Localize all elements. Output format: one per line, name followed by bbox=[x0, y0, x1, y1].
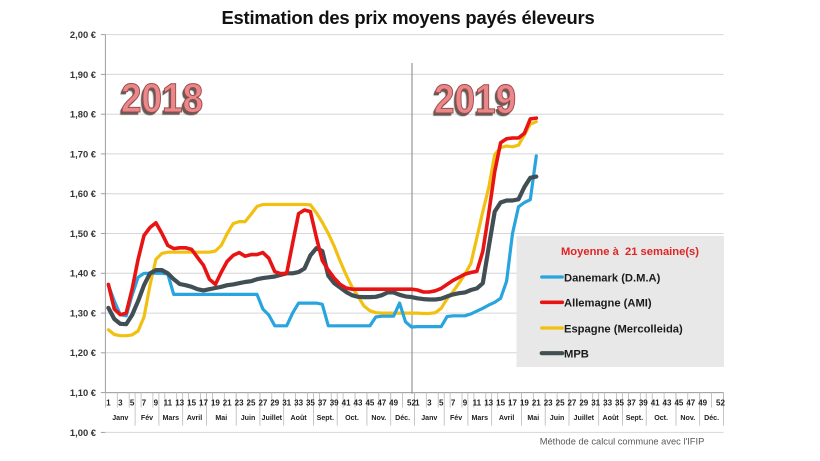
svg-text:27: 27 bbox=[258, 399, 267, 408]
svg-text:Juin: Juin bbox=[550, 414, 565, 422]
svg-text:25: 25 bbox=[556, 399, 565, 408]
svg-text:52: 52 bbox=[407, 399, 416, 408]
svg-text:Moyenne à 21 semaine(s): Moyenne à 21 semaine(s) bbox=[561, 246, 699, 258]
svg-text:1,00 €: 1,00 € bbox=[70, 427, 97, 438]
svg-text:1,40 €: 1,40 € bbox=[70, 268, 97, 279]
svg-text:1,30 €: 1,30 € bbox=[70, 308, 97, 319]
svg-text:Méthode de calcul commune avec: Méthode de calcul commune avec l'IFIP bbox=[540, 437, 705, 447]
svg-text:45: 45 bbox=[674, 399, 683, 408]
svg-text:1: 1 bbox=[415, 399, 420, 408]
svg-text:Mars: Mars bbox=[472, 414, 489, 422]
svg-text:37: 37 bbox=[318, 399, 327, 408]
svg-text:35: 35 bbox=[615, 399, 624, 408]
svg-text:Avril: Avril bbox=[499, 414, 515, 422]
svg-text:17: 17 bbox=[199, 399, 208, 408]
svg-text:11: 11 bbox=[473, 399, 482, 408]
svg-text:37: 37 bbox=[627, 399, 636, 408]
svg-text:Nov.: Nov. bbox=[680, 414, 695, 422]
svg-text:5: 5 bbox=[439, 399, 444, 408]
svg-text:Août: Août bbox=[603, 414, 620, 422]
svg-text:39: 39 bbox=[639, 399, 648, 408]
svg-text:1,80 €: 1,80 € bbox=[70, 109, 97, 120]
svg-text:31: 31 bbox=[591, 399, 600, 408]
svg-text:Juillet: Juillet bbox=[574, 414, 595, 422]
svg-text:33: 33 bbox=[294, 399, 303, 408]
svg-text:7: 7 bbox=[142, 399, 147, 408]
svg-text:Juillet: Juillet bbox=[262, 414, 283, 422]
svg-text:Mai: Mai bbox=[215, 414, 227, 422]
svg-text:33: 33 bbox=[603, 399, 612, 408]
svg-text:52: 52 bbox=[716, 399, 725, 408]
svg-text:1,10 €: 1,10 € bbox=[70, 387, 97, 398]
svg-text:27: 27 bbox=[567, 399, 576, 408]
svg-text:3: 3 bbox=[118, 399, 123, 408]
svg-text:49: 49 bbox=[389, 399, 398, 408]
svg-text:Oct.: Oct. bbox=[654, 414, 668, 422]
svg-text:1,90 €: 1,90 € bbox=[70, 69, 97, 80]
svg-text:7: 7 bbox=[451, 399, 456, 408]
svg-text:47: 47 bbox=[377, 399, 386, 408]
svg-text:1,70 €: 1,70 € bbox=[70, 148, 97, 159]
svg-text:15: 15 bbox=[187, 399, 196, 408]
svg-text:21: 21 bbox=[223, 399, 232, 408]
svg-text:41: 41 bbox=[651, 399, 660, 408]
svg-text:Sept.: Sept. bbox=[626, 414, 643, 422]
svg-text:19: 19 bbox=[211, 399, 220, 408]
svg-text:Fév: Fév bbox=[141, 414, 153, 422]
svg-text:Déc.: Déc. bbox=[395, 414, 410, 422]
svg-text:43: 43 bbox=[354, 399, 363, 408]
svg-text:Allemagne (AMI): Allemagne (AMI) bbox=[564, 298, 652, 310]
svg-text:25: 25 bbox=[247, 399, 256, 408]
svg-text:49: 49 bbox=[698, 399, 707, 408]
svg-text:1,60 €: 1,60 € bbox=[70, 188, 97, 199]
svg-text:31: 31 bbox=[282, 399, 291, 408]
svg-text:Mars: Mars bbox=[163, 414, 180, 422]
svg-text:Nov.: Nov. bbox=[371, 414, 386, 422]
svg-text:29: 29 bbox=[270, 399, 279, 408]
svg-text:29: 29 bbox=[579, 399, 588, 408]
svg-text:9: 9 bbox=[463, 399, 468, 408]
svg-text:23: 23 bbox=[544, 399, 553, 408]
svg-text:35: 35 bbox=[306, 399, 315, 408]
svg-text:Sept.: Sept. bbox=[317, 414, 334, 422]
svg-text:47: 47 bbox=[686, 399, 695, 408]
svg-text:23: 23 bbox=[235, 399, 244, 408]
svg-text:Août: Août bbox=[291, 414, 308, 422]
svg-text:1,50 €: 1,50 € bbox=[70, 228, 97, 239]
svg-text:Janv: Janv bbox=[112, 414, 128, 422]
svg-text:1,20 €: 1,20 € bbox=[70, 347, 97, 358]
svg-text:Avril: Avril bbox=[187, 414, 203, 422]
svg-text:41: 41 bbox=[342, 399, 351, 408]
svg-text:Janv: Janv bbox=[421, 414, 437, 422]
svg-text:9: 9 bbox=[154, 399, 159, 408]
svg-text:Juin: Juin bbox=[241, 414, 256, 422]
svg-text:Fév: Fév bbox=[450, 414, 462, 422]
svg-text:19: 19 bbox=[520, 399, 529, 408]
svg-text:21: 21 bbox=[532, 399, 541, 408]
svg-text:5: 5 bbox=[130, 399, 135, 408]
svg-text:13: 13 bbox=[484, 399, 493, 408]
svg-text:11: 11 bbox=[164, 399, 173, 408]
svg-text:45: 45 bbox=[365, 399, 374, 408]
svg-text:Mai: Mai bbox=[527, 414, 539, 422]
svg-text:1: 1 bbox=[106, 399, 111, 408]
svg-text:3: 3 bbox=[427, 399, 432, 408]
svg-text:Espagne (Mercolleida): Espagne (Mercolleida) bbox=[564, 323, 683, 335]
svg-text:Déc.: Déc. bbox=[704, 414, 719, 422]
svg-text:39: 39 bbox=[330, 399, 339, 408]
svg-text:15: 15 bbox=[496, 399, 505, 408]
svg-text:43: 43 bbox=[663, 399, 672, 408]
svg-text:Danemark (D.M.A): Danemark (D.M.A) bbox=[564, 272, 661, 284]
svg-text:17: 17 bbox=[508, 399, 517, 408]
svg-text:Oct.: Oct. bbox=[345, 414, 359, 422]
svg-text:13: 13 bbox=[175, 399, 184, 408]
svg-text:2,00 €: 2,00 € bbox=[70, 29, 97, 40]
svg-text:MPB: MPB bbox=[564, 349, 589, 361]
